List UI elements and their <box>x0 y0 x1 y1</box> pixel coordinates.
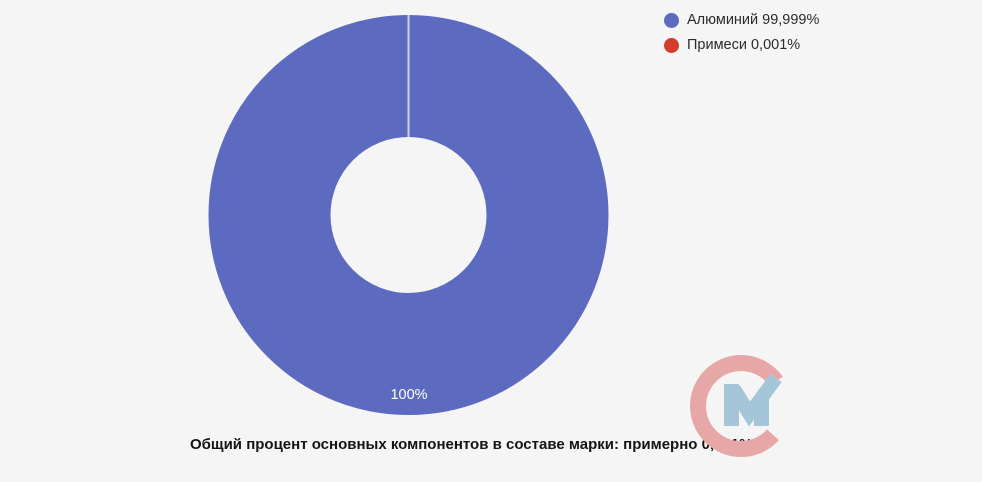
legend-label-impurities: Примеси 0,001% <box>687 37 801 53</box>
chart-legend: Алюминий 99,999% Примеси 0,001% <box>664 10 819 60</box>
cm-logo-icon <box>690 355 783 457</box>
logo-m-check <box>724 373 782 427</box>
slice-data-label: 100% <box>390 387 427 403</box>
legend-label-aluminum: Алюминий 99,999% <box>687 12 820 28</box>
chart-caption: Общий процент основных компонентов в сос… <box>190 436 753 453</box>
legend-swatch-aluminum-icon <box>664 12 679 28</box>
legend-item-impurities[interactable]: Примеси 0,001% <box>664 35 819 55</box>
legend-swatch-impurities-icon <box>664 37 679 53</box>
legend-item-aluminum[interactable]: Алюминий 99,999% <box>664 10 819 30</box>
logo-c-shape <box>690 355 783 457</box>
